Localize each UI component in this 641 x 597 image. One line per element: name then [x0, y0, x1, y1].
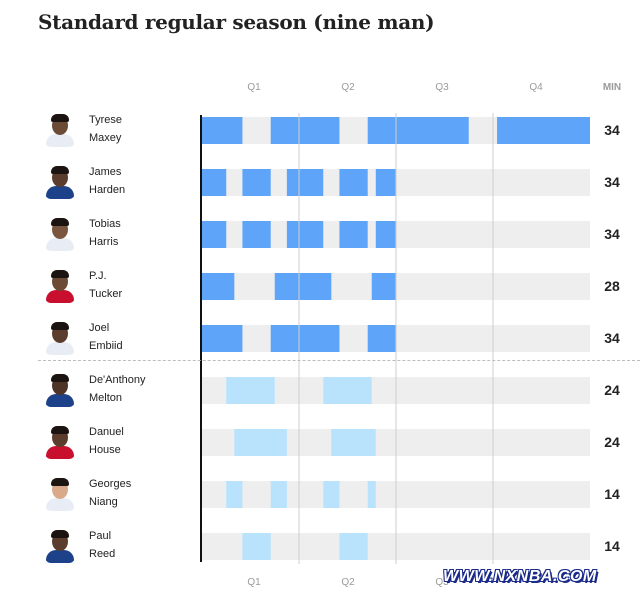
stint-bar — [202, 221, 227, 248]
player-row: James Harden 34 — [0, 156, 641, 208]
stint-bar — [323, 481, 340, 508]
stint-bar — [286, 169, 324, 196]
stint-bar — [202, 117, 243, 144]
quarter-label-bottom-q3: Q3 — [435, 577, 449, 588]
quarter-label-top-q4: Q4 — [529, 82, 543, 93]
player-minutes: 14 — [604, 538, 620, 554]
player-name: Tobias Harris — [89, 218, 121, 248]
stint-bar — [339, 533, 368, 560]
stint-bar — [242, 221, 271, 248]
player-row: Georges Niang 14 — [0, 468, 641, 520]
quarter-label-bottom-q2: Q2 — [341, 577, 355, 588]
quarter-label-top-q3: Q3 — [435, 82, 449, 93]
player-avatar-icon — [45, 321, 75, 355]
stint-bar — [270, 325, 340, 352]
quarter-label-bottom-q1: Q1 — [247, 577, 261, 588]
player-minutes: 34 — [604, 174, 620, 190]
player-avatar-icon — [45, 373, 75, 407]
player-avatar-icon — [45, 217, 75, 251]
stint-bar — [371, 273, 396, 300]
stint-bar — [497, 117, 590, 144]
stint-bar — [226, 481, 243, 508]
stint-bar — [331, 429, 376, 456]
quarter-label-top-q2: Q2 — [341, 82, 355, 93]
player-name: Paul Reed — [89, 530, 116, 560]
player-name: Danuel House — [89, 426, 124, 456]
player-minutes: 34 — [604, 226, 620, 242]
stint-bar — [202, 273, 235, 300]
player-minutes: 14 — [604, 486, 620, 502]
player-name: James Harden — [89, 166, 126, 196]
stint-bar — [367, 325, 396, 352]
player-row: Danuel House 24 — [0, 416, 641, 468]
stint-bar — [286, 221, 324, 248]
stint-bar — [242, 533, 271, 560]
stint-bar — [323, 377, 372, 404]
watermark: WWW.NXNBA.COM — [443, 568, 597, 585]
player-row: Paul Reed 14 — [0, 520, 641, 572]
player-avatar-icon — [45, 425, 75, 459]
player-avatar-icon — [45, 529, 75, 563]
player-avatar-icon — [45, 269, 75, 303]
stint-bar — [339, 221, 368, 248]
player-row: Tobias Harris 34 — [0, 208, 641, 260]
chart-title: Standard regular season (nine man) — [38, 10, 435, 34]
stint-bar — [242, 169, 271, 196]
stint-bar — [367, 481, 376, 508]
stint-bar — [270, 117, 340, 144]
stint-bar — [202, 169, 227, 196]
stint-bar — [396, 117, 469, 144]
player-minutes: 24 — [604, 382, 620, 398]
player-row: Tyrese Maxey 34 — [0, 104, 641, 156]
quarter-label-top-q1: Q1 — [247, 82, 261, 93]
stint-bar — [226, 377, 275, 404]
stint-bar — [274, 273, 332, 300]
player-row: Joel Embiid 34 — [0, 312, 641, 364]
player-name: Tyrese Maxey — [89, 114, 123, 144]
player-name: Georges Niang — [89, 478, 132, 508]
player-minutes: 34 — [604, 122, 620, 138]
stint-bar — [202, 325, 243, 352]
player-avatar-icon — [45, 477, 75, 511]
player-row: P.J. Tucker 28 — [0, 260, 641, 312]
player-name: Joel Embiid — [89, 322, 123, 352]
player-row: De'Anthony Melton 24 — [0, 364, 641, 416]
minutes-header: MIN — [602, 82, 622, 93]
stint-bar — [367, 117, 396, 144]
stint-bar — [339, 169, 368, 196]
stint-bar — [270, 481, 287, 508]
player-avatar-icon — [45, 113, 75, 147]
player-minutes: 28 — [604, 278, 620, 294]
player-avatar-icon — [45, 165, 75, 199]
player-minutes: 24 — [604, 434, 620, 450]
starters-bench-divider — [38, 360, 640, 361]
stint-bar — [234, 429, 287, 456]
player-name: De'Anthony Melton — [89, 374, 146, 404]
stint-bar — [375, 221, 396, 248]
player-minutes: 34 — [604, 330, 620, 346]
player-name: P.J. Tucker — [89, 270, 123, 300]
stint-bar — [375, 169, 396, 196]
